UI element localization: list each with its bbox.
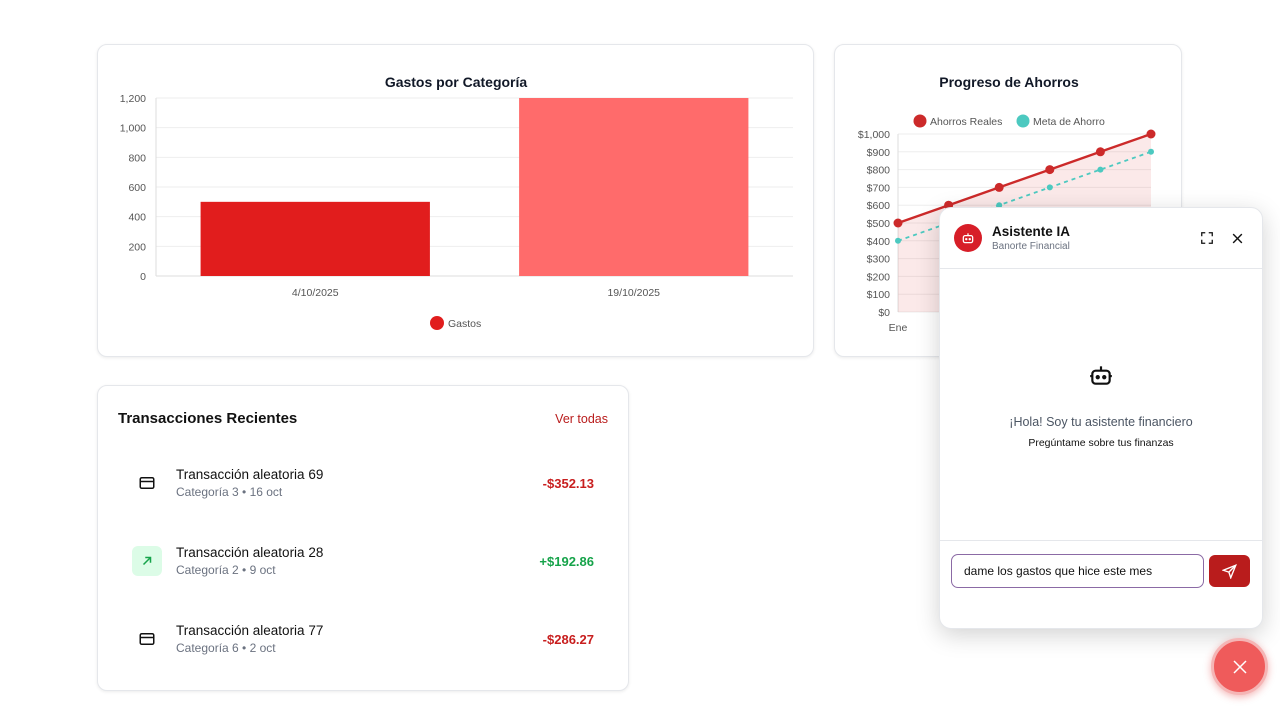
- data-point: [1097, 166, 1104, 173]
- y-tick-label: 0: [140, 271, 146, 283]
- close-icon: [1232, 659, 1247, 674]
- data-point: [996, 202, 1003, 209]
- y-tick-label: $1,000: [858, 129, 890, 141]
- close-chat-fab[interactable]: [1211, 638, 1268, 695]
- transaction-amount: -$286.27: [542, 631, 594, 647]
- data-point: [994, 182, 1004, 192]
- y-tick-label: $300: [867, 254, 891, 266]
- bot-avatar-icon: [954, 224, 982, 252]
- expenses-by-category-card: Gastos por Categoría 0 200 400 600 800 1,000 1…: [97, 44, 814, 357]
- transaction-row[interactable]: Transacción aleatoria 77 Categoría 6 • 2…: [132, 619, 594, 659]
- legend-label: Meta de Ahorro: [1033, 116, 1105, 128]
- data-point: [1046, 184, 1053, 191]
- credit-card-icon: [132, 468, 162, 498]
- y-tick-label: $400: [867, 236, 891, 248]
- recent-transactions-card: Transacciones Recientes Ver todas Transa…: [97, 385, 629, 691]
- legend: Ahorros Reales Meta de Ahorro: [913, 114, 1105, 128]
- transaction-meta: Categoría 2 • 9 oct: [176, 563, 276, 577]
- series-line: [897, 132, 1152, 225]
- x-tick-label: Ene: [889, 322, 908, 334]
- bar-chart-title: Gastos por Categoría: [385, 74, 528, 90]
- chat-messages: ¡Hola! Soy tu asistente financiero Pregú…: [940, 270, 1262, 540]
- legend-marker: [430, 316, 444, 330]
- y-tick-label: 200: [128, 241, 146, 253]
- transactions-header: Transacciones Recientes Ver todas: [118, 410, 608, 427]
- bar-chart: Gastos por Categoría 0 200 400 600 800 1,000 1…: [120, 74, 793, 330]
- legend-marker: [1016, 114, 1030, 128]
- chat-header: Asistente IA Banorte Financial: [940, 208, 1262, 269]
- y-tick-label: 600: [128, 182, 146, 194]
- line-chart-title: Progreso de Ahorros: [939, 74, 1079, 90]
- transaction-amount: +$192.86: [539, 553, 594, 569]
- y-tick-label: $600: [867, 200, 891, 212]
- y-tick-label: $800: [867, 165, 891, 177]
- credit-card-icon: [132, 624, 162, 654]
- bar: [200, 201, 430, 276]
- transaction-meta: Categoría 6 • 2 oct: [176, 641, 276, 655]
- x-tick-label: 19/10/2025: [607, 287, 660, 299]
- transaction-name: Transacción aleatoria 28: [176, 545, 324, 560]
- view-all-link[interactable]: Ver todas: [555, 411, 608, 426]
- robot-icon: [1088, 362, 1114, 393]
- chat-input[interactable]: [951, 554, 1204, 588]
- y-tick-label: 400: [128, 212, 146, 224]
- y-tick-label: $0: [878, 307, 890, 319]
- transaction-amount: -$352.13: [542, 475, 594, 491]
- transactions-title: Transacciones Recientes: [118, 410, 298, 427]
- expand-icon[interactable]: [1196, 227, 1218, 249]
- greeting-subtext: Pregúntame sobre tus finanzas: [1028, 436, 1174, 449]
- y-tick-label: 800: [128, 152, 146, 164]
- greeting-text: ¡Hola! Soy tu asistente financiero: [1009, 414, 1193, 429]
- data-point: [1045, 165, 1055, 175]
- chat-title: Asistente IA: [992, 224, 1071, 239]
- y-tick-label: 1,200: [120, 93, 146, 105]
- transaction-meta: Categoría 3 • 16 oct: [176, 485, 283, 499]
- send-button[interactable]: [1209, 555, 1250, 587]
- data-point: [1148, 148, 1154, 155]
- y-tick-label: $100: [867, 289, 891, 301]
- bar: [519, 98, 749, 276]
- y-tick-label: $700: [867, 182, 891, 194]
- x-tick-label: 4/10/2025: [292, 287, 339, 299]
- transaction-name: Transacción aleatoria 77: [176, 623, 324, 638]
- data-point: [895, 237, 901, 244]
- data-point: [1146, 129, 1156, 139]
- legend: Gastos: [430, 316, 481, 330]
- chat-input-area: [940, 540, 1262, 628]
- y-tick-label: $900: [867, 147, 891, 159]
- data-point: [1095, 147, 1105, 157]
- transaction-row[interactable]: Transacción aleatoria 69 Categoría 3 • 1…: [132, 463, 594, 503]
- legend-marker: [913, 114, 927, 128]
- y-tick-label: $500: [867, 218, 891, 230]
- arrow-up-right-icon: [132, 546, 162, 576]
- transaction-row[interactable]: Transacción aleatoria 28 Categoría 2 • 9…: [132, 541, 594, 581]
- chat-subtitle: Banorte Financial: [992, 241, 1070, 252]
- legend-label: Gastos: [448, 318, 481, 330]
- ai-assistant-panel: Asistente IA Banorte Financial ¡Hola! So…: [939, 207, 1263, 629]
- y-tick-label: $200: [867, 271, 891, 283]
- data-point: [893, 218, 903, 228]
- y-tick-label: 1,000: [120, 123, 146, 135]
- close-icon[interactable]: [1226, 227, 1248, 249]
- send-icon: [1222, 563, 1237, 579]
- legend-label: Ahorros Reales: [930, 116, 1002, 128]
- transaction-name: Transacción aleatoria 69: [176, 467, 324, 482]
